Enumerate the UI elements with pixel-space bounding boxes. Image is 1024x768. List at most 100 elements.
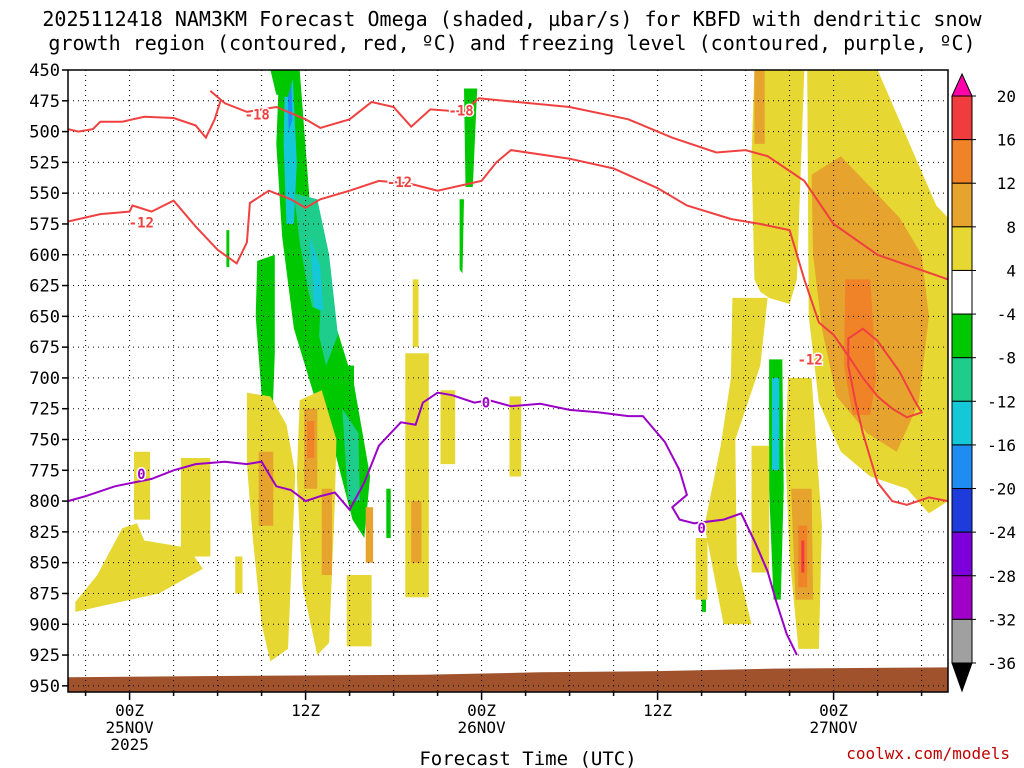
y-tick-label: 575 [29, 215, 60, 235]
colorbar-box [951, 269, 973, 315]
omega-region [255, 254, 275, 434]
colorbar-box [951, 444, 973, 490]
colorbar-label: 8 [1006, 218, 1016, 237]
y-tick-label: 650 [29, 307, 60, 327]
y-tick-label: 500 [29, 123, 60, 143]
omega-region [405, 353, 429, 598]
omega-region [346, 575, 372, 647]
contour-label: -18 [245, 107, 270, 123]
colorbar-label: -16 [987, 436, 1016, 455]
colorbar-box [951, 357, 973, 402]
omega-region [459, 199, 464, 274]
omega-region [365, 507, 374, 563]
omega-region [134, 451, 151, 520]
y-tick-label: 675 [29, 338, 60, 358]
omega-region [386, 488, 391, 538]
colorbar-label: -24 [987, 523, 1016, 542]
omega-region [801, 540, 805, 573]
colorbar-label: 20 [997, 87, 1016, 106]
contour-line [68, 149, 948, 506]
omega-region [509, 396, 522, 477]
colorbar-label: -20 [987, 480, 1016, 499]
y-tick-label: 925 [29, 646, 60, 666]
omega-region [235, 556, 243, 594]
colorbar-label: -12 [987, 392, 1016, 411]
omega-region [411, 501, 422, 563]
colorbar-label: 4 [1006, 261, 1016, 280]
colorbar-label: -36 [987, 654, 1016, 673]
y-tick-label: 625 [29, 277, 60, 297]
omega-region [270, 70, 296, 98]
chart-title-line1: 2025112418 NAM3KM Forecast Omega (shaded… [42, 7, 982, 31]
omega-region [283, 70, 297, 224]
colorbar-box [951, 95, 973, 141]
x-tick-label: 00Z [115, 701, 144, 720]
colorbar-label: 16 [997, 131, 1016, 150]
omega-region [321, 488, 332, 575]
y-tick-label: 825 [29, 523, 60, 543]
plot-area: -18 -18 -12 -12 -12 0 0 0 [68, 70, 948, 692]
x-tick-label: 00Z [819, 701, 848, 720]
colorbar-label: -32 [987, 610, 1016, 629]
contour-label: -18 [448, 104, 473, 120]
omega-region [695, 538, 708, 600]
colorbar-box [951, 400, 973, 446]
omega-region [258, 451, 274, 526]
colorbar-box [951, 182, 973, 228]
omega-region [305, 304, 321, 378]
colorbar-box [951, 139, 973, 184]
x-tick-label: 26NOV [458, 718, 507, 737]
omega-region [464, 88, 478, 187]
omega-region [75, 523, 203, 612]
omega-region [751, 445, 770, 573]
omega-region [754, 70, 765, 144]
colorbar-label: 12 [997, 174, 1016, 193]
y-tick-label: 900 [29, 615, 60, 635]
contour-label: 0 [697, 521, 705, 537]
y-tick-label: 525 [29, 153, 60, 173]
colorbar-box [951, 618, 973, 664]
contour-line [209, 90, 948, 281]
y-tick-label: 475 [29, 92, 60, 112]
colorbar-label: -8 [997, 349, 1016, 368]
x-axis-label: Forecast Time (UTC) [419, 748, 636, 768]
omega-region [226, 230, 230, 268]
omega-region [704, 297, 768, 625]
contour-label: -12 [387, 175, 412, 191]
omega-region [772, 377, 780, 471]
y-tick-label: 950 [29, 677, 60, 697]
contour-label: -12 [797, 352, 822, 368]
y-tick-label: 600 [29, 246, 60, 266]
colorbar-box [951, 488, 973, 533]
omega-region [412, 279, 419, 348]
x-tick-label: 27NOV [810, 718, 859, 737]
contour-line [68, 391, 798, 656]
omega-region [348, 365, 354, 397]
omega-region [180, 458, 211, 557]
colorbar-box [951, 575, 973, 620]
y-tick-label: 550 [29, 184, 60, 204]
colorbar-box [951, 531, 973, 577]
contour-label: 0 [482, 396, 490, 412]
y-tick-label: 800 [29, 492, 60, 512]
x-tick-label: 00Z [467, 701, 496, 720]
contour-label: -12 [129, 216, 154, 232]
omega-region [342, 408, 360, 502]
y-tick-label: 725 [29, 400, 60, 420]
y-tick-label: 875 [29, 584, 60, 604]
colorbar-box [951, 313, 973, 359]
x-tick-label: 25NOV [106, 718, 155, 737]
colorbar-label: -4 [997, 305, 1016, 324]
plot-frame [67, 69, 949, 693]
omega-region [246, 392, 296, 662]
x-tick-label: 12Z [291, 701, 320, 720]
chart-title-line2: growth region (contoured, red, ºC) and f… [48, 31, 976, 55]
y-tick-label: 750 [29, 431, 60, 451]
x-tick-label: 2025 [110, 735, 149, 754]
watermark: coolwx.com/models [846, 744, 1010, 763]
y-tick-label: 700 [29, 369, 60, 389]
colorbar-label: -28 [987, 567, 1016, 586]
omega-region [307, 421, 315, 458]
colorbar-triangle-top [951, 72, 973, 97]
